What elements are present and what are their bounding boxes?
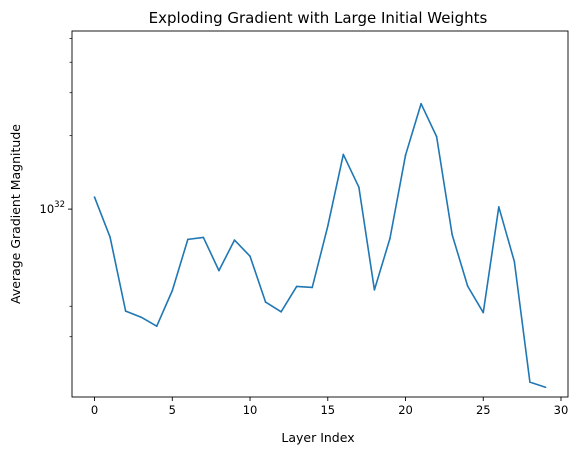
x-tick-label: 15: [320, 403, 335, 417]
data-point: [466, 285, 469, 288]
data-point: [373, 289, 376, 291]
data-point: [140, 316, 142, 319]
series-line-0: [93, 102, 547, 389]
x-tick-label: 5: [169, 403, 176, 417]
data-point: [155, 325, 158, 328]
x-axis-label: Layer Index: [281, 430, 354, 445]
data-point: [404, 154, 407, 156]
y-axis-label: Average Gradient Magnitude: [8, 124, 23, 304]
data-point: [280, 311, 282, 313]
data-point: [342, 153, 345, 156]
x-tick-label: 0: [91, 403, 98, 417]
data-point: [435, 135, 438, 138]
x-axis-ticks: 0 5 10 15 20 25 30: [91, 397, 568, 417]
data-point: [249, 255, 251, 258]
data-point: [218, 269, 220, 272]
data-point: [498, 206, 500, 208]
data-point: [326, 225, 329, 227]
data-point: [202, 236, 205, 239]
x-tick-label: 30: [554, 403, 569, 417]
data-point: [389, 237, 391, 240]
data-point: [233, 239, 236, 241]
data-point: [420, 102, 422, 105]
data-point: [451, 233, 453, 236]
data-point: [295, 285, 298, 288]
x-tick-label: 10: [243, 403, 258, 417]
data-point: [358, 186, 360, 188]
data-point: [529, 381, 531, 383]
data-point: [93, 196, 96, 198]
data-point: [513, 260, 516, 263]
data-point: [187, 238, 189, 241]
y-tick-label: 1032: [40, 200, 65, 216]
data-point: [544, 386, 547, 389]
data-point: [264, 301, 267, 303]
plot-area: [93, 102, 547, 389]
data-point: [311, 286, 314, 289]
data-point: [124, 310, 127, 312]
x-tick-label: 20: [398, 403, 413, 417]
y-axis-ticks: 1032: [40, 38, 72, 338]
data-point: [482, 311, 485, 314]
x-tick-label: 25: [476, 403, 491, 417]
chart-title: Exploding Gradient with Large Initial We…: [149, 9, 488, 27]
plot-frame: [71, 30, 569, 398]
data-point: [171, 289, 174, 292]
data-point: [109, 236, 111, 238]
